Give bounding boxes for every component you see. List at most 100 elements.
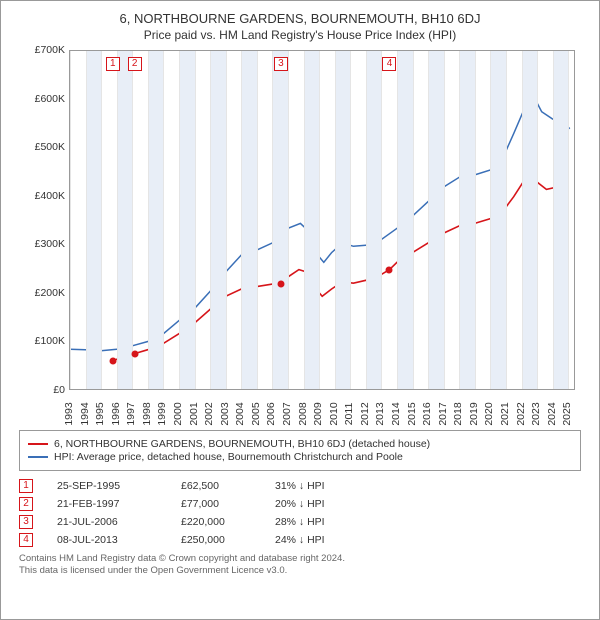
y-tick-label: £600K bbox=[19, 93, 65, 105]
x-tick-label: 1993 bbox=[63, 402, 75, 425]
y-tick-label: £100K bbox=[19, 335, 65, 347]
x-gridline bbox=[288, 51, 289, 389]
sales-table: 125-SEP-1995£62,50031% ↓ HPI221-FEB-1997… bbox=[19, 479, 581, 547]
legend-label: 6, NORTHBOURNE GARDENS, BOURNEMOUTH, BH1… bbox=[54, 438, 430, 450]
x-gridline bbox=[272, 51, 273, 389]
x-gridline bbox=[132, 51, 133, 389]
x-gridline bbox=[304, 51, 305, 389]
sales-row-price: £220,000 bbox=[181, 516, 251, 528]
x-gridline bbox=[226, 51, 227, 389]
x-gridline bbox=[86, 51, 87, 389]
year-band bbox=[428, 51, 444, 389]
year-band bbox=[522, 51, 538, 389]
x-tick-label: 2022 bbox=[515, 402, 527, 425]
year-band bbox=[148, 51, 164, 389]
sales-row-date: 21-FEB-1997 bbox=[57, 498, 157, 510]
sale-marker-1: 1 bbox=[106, 57, 120, 71]
x-gridline bbox=[444, 51, 445, 389]
x-tick-label: 2007 bbox=[281, 402, 293, 425]
sale-dot-1 bbox=[109, 357, 116, 364]
x-gridline bbox=[350, 51, 351, 389]
sales-row-pct: 24% ↓ HPI bbox=[275, 534, 365, 546]
x-gridline bbox=[397, 51, 398, 389]
x-tick-label: 2005 bbox=[250, 402, 262, 425]
y-tick-label: £200K bbox=[19, 287, 65, 299]
year-band bbox=[490, 51, 506, 389]
sales-row-date: 25-SEP-1995 bbox=[57, 480, 157, 492]
x-tick-label: 2021 bbox=[499, 402, 511, 425]
x-gridline bbox=[241, 51, 242, 389]
legend-row: HPI: Average price, detached house, Bour… bbox=[28, 451, 572, 463]
x-gridline bbox=[537, 51, 538, 389]
x-tick-label: 2000 bbox=[172, 402, 184, 425]
x-gridline bbox=[553, 51, 554, 389]
year-band bbox=[272, 51, 288, 389]
x-gridline bbox=[195, 51, 196, 389]
y-tick-label: £700K bbox=[19, 44, 65, 56]
x-gridline bbox=[148, 51, 149, 389]
sale-dot-2 bbox=[131, 350, 138, 357]
x-gridline bbox=[522, 51, 523, 389]
x-tick-label: 2014 bbox=[390, 402, 402, 425]
legend: 6, NORTHBOURNE GARDENS, BOURNEMOUTH, BH1… bbox=[19, 430, 581, 471]
sales-row-marker: 2 bbox=[19, 497, 33, 511]
x-tick-label: 2006 bbox=[265, 402, 277, 425]
y-tick-label: £0 bbox=[19, 384, 65, 396]
y-tick-label: £400K bbox=[19, 190, 65, 202]
chart-area: £0£100K£200K£300K£400K£500K£600K£700K 12… bbox=[19, 50, 581, 420]
year-band bbox=[117, 51, 133, 389]
sale-dot-4 bbox=[386, 266, 393, 273]
x-gridline bbox=[179, 51, 180, 389]
x-tick-label: 2002 bbox=[203, 402, 215, 425]
sales-row-price: £77,000 bbox=[181, 498, 251, 510]
x-gridline bbox=[490, 51, 491, 389]
x-tick-label: 1995 bbox=[94, 402, 106, 425]
x-tick-label: 2008 bbox=[297, 402, 309, 425]
sales-row-marker: 3 bbox=[19, 515, 33, 529]
footnote-line1: Contains HM Land Registry data © Crown c… bbox=[19, 553, 581, 565]
x-gridline bbox=[381, 51, 382, 389]
x-gridline bbox=[428, 51, 429, 389]
x-gridline bbox=[163, 51, 164, 389]
sales-row-marker: 4 bbox=[19, 533, 33, 547]
x-tick-label: 1999 bbox=[156, 402, 168, 425]
x-gridline bbox=[413, 51, 414, 389]
legend-label: HPI: Average price, detached house, Bour… bbox=[54, 451, 403, 463]
legend-row: 6, NORTHBOURNE GARDENS, BOURNEMOUTH, BH1… bbox=[28, 438, 572, 450]
sales-row: 3 21-JUL-2006 £220,000 28% ↓ HPI bbox=[19, 515, 581, 529]
x-tick-label: 2011 bbox=[343, 403, 355, 426]
x-tick-label: 2016 bbox=[421, 402, 433, 425]
y-tick-label: £500K bbox=[19, 141, 65, 153]
x-tick-label: 2012 bbox=[359, 402, 371, 425]
year-band bbox=[210, 51, 226, 389]
x-gridline bbox=[210, 51, 211, 389]
sales-row-pct: 20% ↓ HPI bbox=[275, 498, 365, 510]
sales-row: 125-SEP-1995£62,50031% ↓ HPI bbox=[19, 479, 581, 493]
year-band bbox=[241, 51, 257, 389]
x-gridline bbox=[257, 51, 258, 389]
legend-swatch bbox=[28, 456, 48, 458]
year-band bbox=[335, 51, 351, 389]
sales-row-marker: 1 bbox=[19, 479, 33, 493]
sales-row-pct: 28% ↓ HPI bbox=[275, 516, 365, 528]
year-band bbox=[366, 51, 382, 389]
y-tick-label: £300K bbox=[19, 238, 65, 250]
x-gridline bbox=[101, 51, 102, 389]
chart-subtitle: Price paid vs. HM Land Registry's House … bbox=[13, 28, 587, 42]
year-band bbox=[553, 51, 569, 389]
sales-row-date: 21-JUL-2006 bbox=[57, 516, 157, 528]
x-gridline bbox=[506, 51, 507, 389]
x-tick-label: 2004 bbox=[234, 402, 246, 425]
x-tick-label: 2024 bbox=[546, 402, 558, 425]
year-band bbox=[86, 51, 102, 389]
x-tick-label: 2025 bbox=[561, 402, 573, 425]
x-tick-label: 1996 bbox=[110, 402, 122, 425]
year-band bbox=[397, 51, 413, 389]
sale-marker-3: 3 bbox=[274, 57, 288, 71]
x-tick-label: 1994 bbox=[79, 402, 91, 425]
year-band bbox=[179, 51, 195, 389]
legend-swatch bbox=[28, 443, 48, 445]
x-gridline bbox=[475, 51, 476, 389]
x-tick-label: 1997 bbox=[125, 402, 137, 425]
x-tick-label: 2003 bbox=[219, 402, 231, 425]
